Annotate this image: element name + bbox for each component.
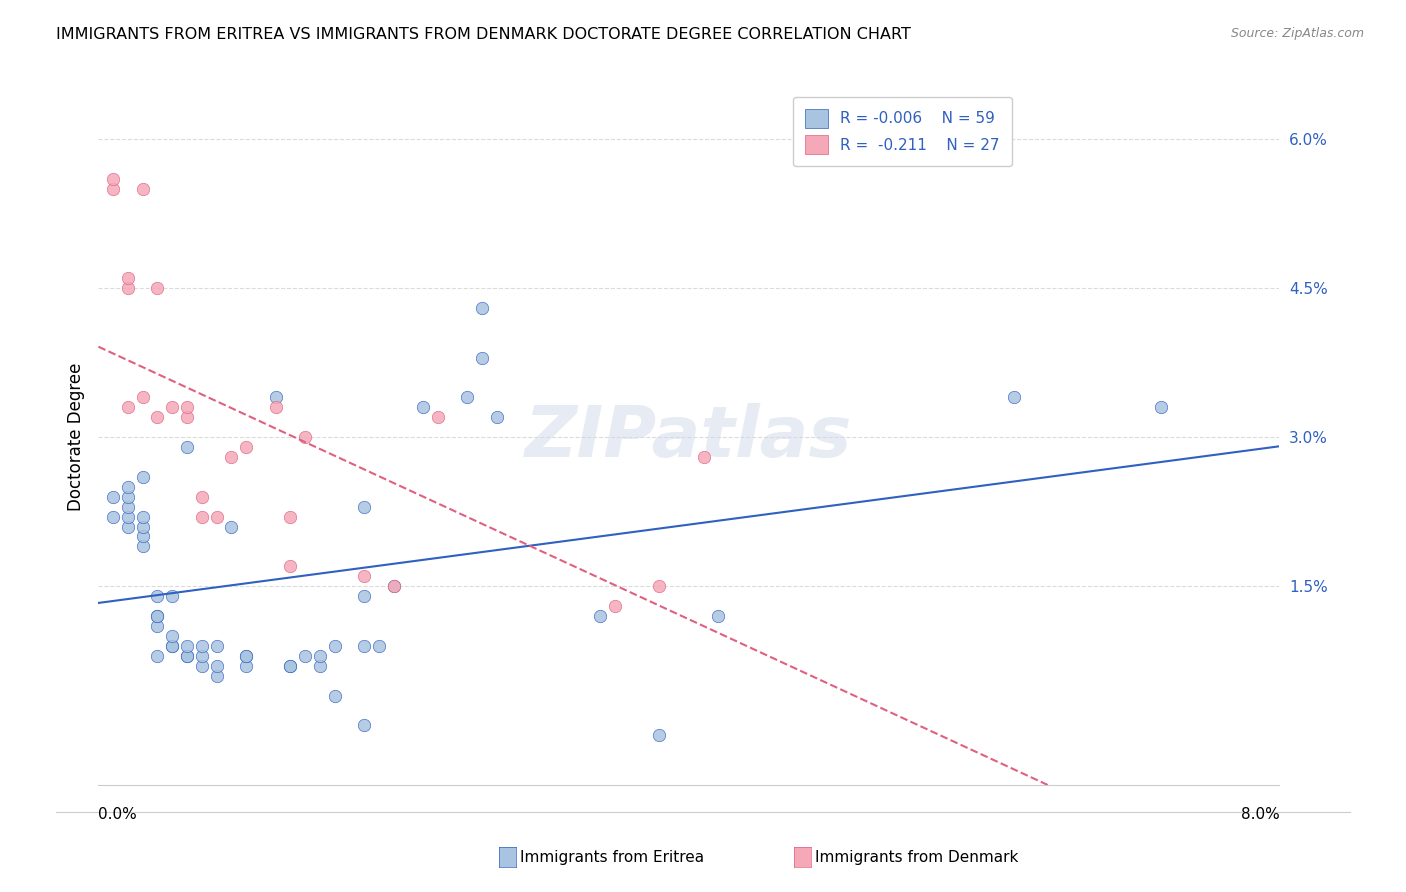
Point <box>162 629 183 643</box>
Point <box>648 728 671 742</box>
Point <box>353 589 375 603</box>
Point <box>456 390 478 404</box>
Point <box>132 540 155 554</box>
Point <box>146 281 169 295</box>
Point <box>191 648 214 663</box>
Point <box>176 648 198 663</box>
Point <box>146 648 169 663</box>
Point <box>117 271 139 285</box>
Point <box>162 401 183 415</box>
Point <box>264 401 287 415</box>
Point <box>191 658 214 673</box>
Point <box>162 639 183 653</box>
Point <box>103 490 125 504</box>
Point <box>191 490 214 504</box>
Point <box>1150 401 1173 415</box>
Point <box>426 410 449 425</box>
Point <box>367 639 389 653</box>
Point <box>235 648 257 663</box>
Point <box>176 410 198 425</box>
Text: 8.0%: 8.0% <box>1240 807 1279 822</box>
Point <box>205 658 228 673</box>
Point <box>146 410 169 425</box>
Point <box>176 648 198 663</box>
Point <box>382 579 405 593</box>
Point <box>132 519 155 533</box>
Point <box>117 281 139 295</box>
Point <box>485 410 508 425</box>
Point <box>117 490 139 504</box>
Point <box>278 658 302 673</box>
Point <box>1002 390 1025 404</box>
Point <box>205 668 228 682</box>
Text: IMMIGRANTS FROM ERITREA VS IMMIGRANTS FROM DENMARK DOCTORATE DEGREE CORRELATION : IMMIGRANTS FROM ERITREA VS IMMIGRANTS FR… <box>56 27 911 42</box>
Point <box>308 658 332 673</box>
Y-axis label: Doctorate Degree: Doctorate Degree <box>66 363 84 511</box>
Text: 0.0%: 0.0% <box>98 807 138 822</box>
Point <box>205 639 228 653</box>
Point <box>146 589 169 603</box>
Point <box>353 639 375 653</box>
Point <box>191 639 214 653</box>
Point <box>132 390 155 404</box>
Point <box>471 351 494 365</box>
Point <box>132 529 155 543</box>
Point <box>117 519 139 533</box>
Point <box>117 401 139 415</box>
Point <box>323 639 346 653</box>
Point <box>353 500 375 514</box>
Point <box>205 509 228 524</box>
Point <box>162 639 183 653</box>
Point <box>235 648 257 663</box>
Text: Immigrants from Eritrea: Immigrants from Eritrea <box>520 850 704 864</box>
Point <box>278 658 302 673</box>
Point <box>219 519 242 533</box>
Point <box>117 500 139 514</box>
Point <box>353 718 375 732</box>
Point <box>235 440 257 454</box>
Point <box>353 569 375 583</box>
Point <box>132 470 155 484</box>
Point <box>693 450 716 464</box>
Point <box>382 579 405 593</box>
Point <box>294 648 316 663</box>
Point <box>219 450 242 464</box>
Point <box>117 509 139 524</box>
Point <box>707 609 730 624</box>
Point <box>191 509 214 524</box>
Point <box>176 639 198 653</box>
Point <box>278 559 302 574</box>
Text: Immigrants from Denmark: Immigrants from Denmark <box>815 850 1019 864</box>
Point <box>605 599 627 613</box>
Point <box>648 579 671 593</box>
Point <box>412 401 434 415</box>
Point <box>176 440 198 454</box>
Text: Source: ZipAtlas.com: Source: ZipAtlas.com <box>1230 27 1364 40</box>
Point <box>294 430 316 444</box>
Point <box>132 181 155 195</box>
Point <box>235 658 257 673</box>
Point <box>162 589 183 603</box>
Point <box>117 480 139 494</box>
Point <box>132 509 155 524</box>
Point <box>278 509 302 524</box>
Point <box>103 171 125 186</box>
Point <box>323 689 346 703</box>
Point <box>146 609 169 624</box>
Point <box>146 619 169 633</box>
Point <box>103 181 125 195</box>
Point <box>176 401 198 415</box>
Point <box>103 509 125 524</box>
Point <box>471 301 494 315</box>
Text: ZIPatlas: ZIPatlas <box>526 402 852 472</box>
Point <box>308 648 332 663</box>
Point <box>264 390 287 404</box>
Point <box>589 609 612 624</box>
Legend: R = -0.006    N = 59, R =  -0.211    N = 27: R = -0.006 N = 59, R = -0.211 N = 27 <box>793 97 1012 166</box>
Point <box>146 609 169 624</box>
